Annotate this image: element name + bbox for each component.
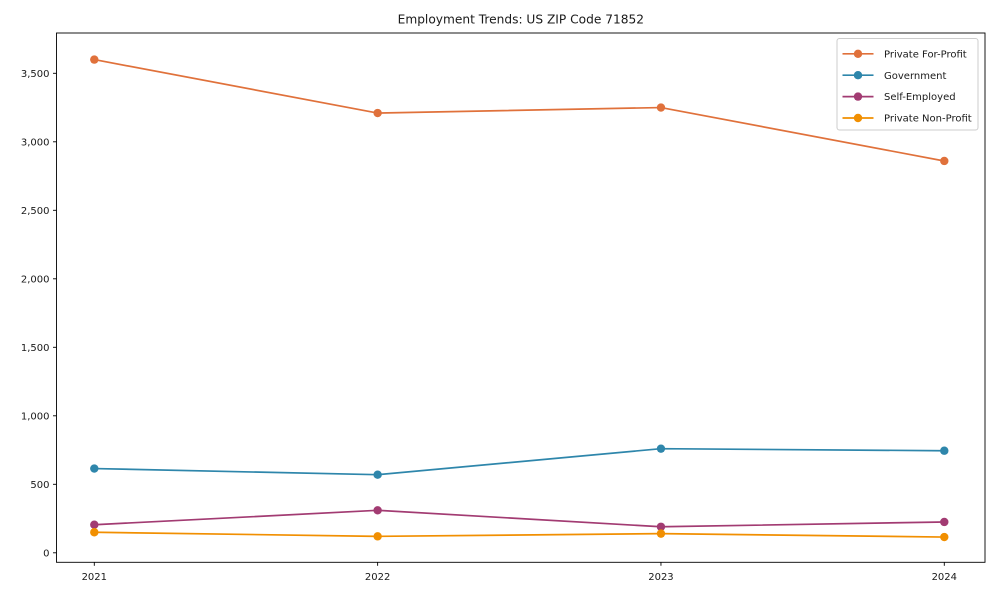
chart-title: Employment Trends: US ZIP Code 71852 <box>398 13 644 27</box>
data-point-private-non-profit-2022 <box>373 532 382 541</box>
data-point-government-2024 <box>940 446 949 455</box>
y-tick-label: 2,000 <box>21 274 50 285</box>
series-private-non-profit <box>90 528 949 542</box>
x-tick-label: 2022 <box>365 572 390 583</box>
data-point-government-2023 <box>656 444 666 453</box>
x-tick-label: 2021 <box>82 572 107 583</box>
legend-label: Private For-Profit <box>884 49 967 60</box>
series-line-self-employed <box>93 509 946 528</box>
data-point-private-for-profit-2022 <box>373 108 382 118</box>
y-tick-label: 3,500 <box>21 69 50 80</box>
data-point-self-employed-2024 <box>940 517 949 527</box>
series-line-private-non-profit <box>93 531 946 538</box>
legend-marker <box>853 92 863 101</box>
legend-item-private-non-profit: Private Non-Profit <box>842 113 972 125</box>
legend-layer: Private For-Profit Government Self-Employe… <box>836 38 979 131</box>
series-private-for-profit <box>90 55 949 166</box>
data-point-private-for-profit-2023 <box>656 103 666 112</box>
data-point-government-2021 <box>90 464 99 473</box>
data-point-government-2022 <box>373 470 382 479</box>
legend-label: Government <box>884 71 946 82</box>
legend-label: Private Non-Profit <box>884 114 972 125</box>
legend-box <box>836 38 979 131</box>
legend-item-government: Government <box>842 71 946 82</box>
data-point-self-employed-2021 <box>90 520 99 529</box>
data-point-private-non-profit-2021 <box>90 528 99 537</box>
legend-marker <box>853 49 863 58</box>
y-tick-label: 1,000 <box>21 411 50 422</box>
legend-marker <box>853 113 863 123</box>
y-tick-label: 500 <box>30 480 49 491</box>
legend-item-private-for-profit: Private For-Profit <box>842 49 967 60</box>
series-government <box>90 444 949 479</box>
x-tick-label: 2023 <box>648 572 673 583</box>
x-tick-label: 2024 <box>932 572 957 583</box>
y-tick-label: 3,000 <box>21 137 50 148</box>
series-layer <box>90 55 949 542</box>
data-point-private-non-profit-2023 <box>656 529 666 538</box>
data-point-self-employed-2022 <box>373 506 382 515</box>
legend-label: Self-Employed <box>884 92 956 103</box>
series-line-private-for-profit <box>93 58 946 162</box>
data-point-private-for-profit-2024 <box>940 156 949 166</box>
axes-layer: 0 500 1,000 1,500 2,000 2,500 3,000 3,500 2021 20… <box>21 69 957 583</box>
series-line-government <box>93 447 946 476</box>
y-tick-label: 1,500 <box>21 343 50 354</box>
data-point-self-employed-2023 <box>656 522 666 531</box>
data-point-private-for-profit-2021 <box>90 55 99 64</box>
y-tick-label: 0 <box>43 548 49 559</box>
data-point-private-non-profit-2024 <box>940 532 949 542</box>
plot-border <box>56 32 986 563</box>
legend-item-self-employed: Self-Employed <box>842 92 956 103</box>
legend-marker <box>853 71 863 80</box>
series-self-employed <box>90 506 949 531</box>
y-tick-label: 2,500 <box>21 206 50 217</box>
